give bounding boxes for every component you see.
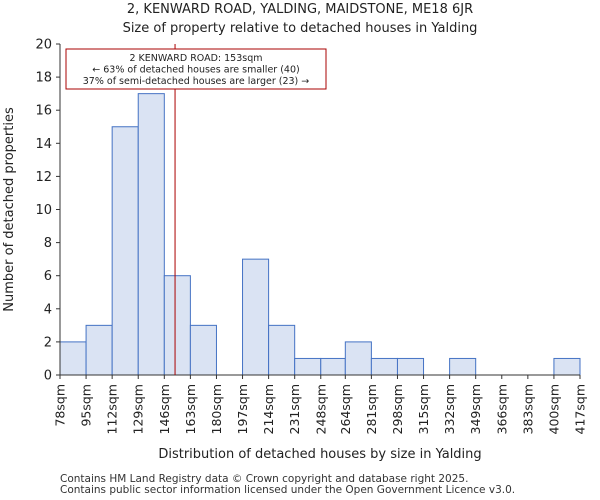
y-tick-label: 2 [44,335,52,350]
x-tick-label: 332sqm [442,384,457,434]
x-tick-label: 146sqm [157,384,172,434]
x-tick-label: 180sqm [209,384,224,434]
annotation-line: 2 KENWARD ROAD: 153sqm [129,53,262,64]
x-tick-label: 95sqm [79,384,94,427]
y-tick-label: 20 [35,38,52,53]
x-tick-label: 163sqm [183,384,198,434]
bar-95sqm [85,324,113,376]
bar-197sqm [242,258,270,376]
bar-78sqm [59,341,87,376]
bar-112sqm [111,126,139,376]
x-tick-label: 231sqm [287,384,302,434]
x-tick-label: 349sqm [468,384,483,434]
x-tick-label: 197sqm [235,384,250,434]
x-tick-label: 78sqm [53,384,68,427]
footer-licence: Contains public sector information licen… [60,484,516,496]
bar-281sqm [370,357,398,376]
y-tick-label: 0 [44,369,52,384]
y-axis-title: Number of detached properties [2,107,17,312]
bar-163sqm [189,324,217,376]
annotation-box [65,48,327,90]
x-tick-label: 383sqm [520,384,535,434]
y-tick-label: 8 [44,236,52,251]
y-tick-label: 18 [35,71,52,86]
x-tick-label: 315sqm [416,384,431,434]
x-tick-label: 248sqm [313,384,328,434]
bar-298sqm [396,357,425,376]
y-tick-label: 12 [35,170,52,185]
bar-129sqm [137,93,165,376]
x-tick-label: 281sqm [364,384,379,434]
annotation-line: 37% of semi-detached houses are larger (… [83,76,310,87]
x-tick-label: 417sqm [573,384,588,434]
x-tick-label: 264sqm [338,384,353,434]
y-tick-label: 14 [35,137,52,152]
footer-copyright: Contains HM Land Registry data © Crown c… [60,473,469,485]
y-tick-label: 10 [35,203,52,218]
x-tick-label: 298sqm [390,384,405,434]
bar-264sqm [344,341,372,376]
bar-400sqm [553,357,581,376]
bar-248sqm [320,357,346,376]
y-tick-label: 4 [44,302,52,317]
bar-214sqm [268,324,296,376]
bar-146sqm [163,275,191,376]
annotation-line: ← 63% of detached houses are smaller (40… [92,65,299,76]
chart-subtitle: Size of property relative to detached ho… [122,21,478,36]
y-tick-label: 16 [35,104,52,119]
x-axis-title: Distribution of detached houses by size … [158,447,481,462]
y-tick-label: 6 [44,269,52,284]
x-tick-label: 366sqm [494,384,509,434]
x-tick-label: 112sqm [105,384,120,434]
bar-332sqm [449,357,477,376]
chart-title: 2, KENWARD ROAD, YALDING, MAIDSTONE, ME1… [126,2,474,17]
x-tick-label: 129sqm [131,384,146,434]
x-tick-label: 214sqm [261,384,276,434]
bar-231sqm [294,357,322,376]
x-tick-label: 400sqm [546,384,561,434]
